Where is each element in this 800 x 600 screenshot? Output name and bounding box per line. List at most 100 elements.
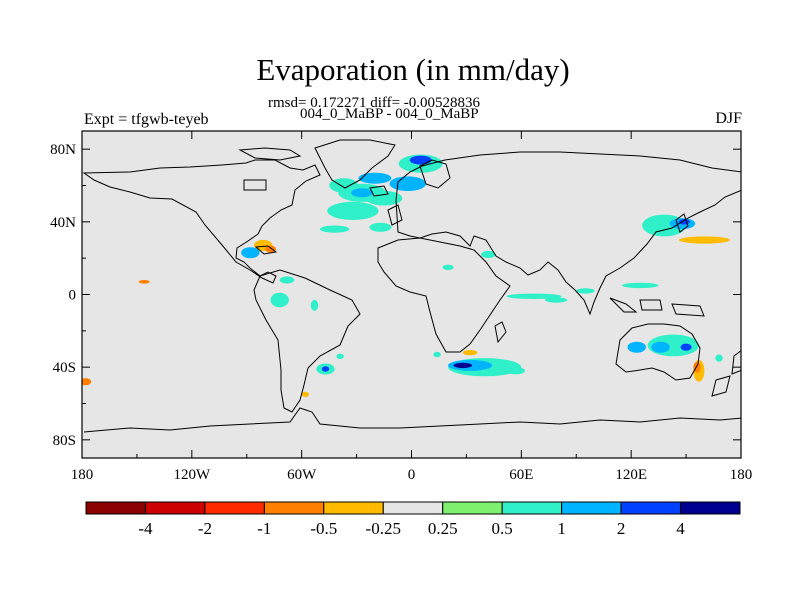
colorbar-swatch: [382, 501, 444, 515]
anomaly-region: [327, 201, 379, 220]
colorbar-label: -0.25: [366, 519, 401, 538]
anomaly-region: [506, 293, 562, 299]
anomaly-region: [622, 282, 659, 289]
experiment-label: Expt = tfgwb-teyeb: [84, 111, 209, 128]
anomaly-region: [310, 299, 319, 311]
anomaly-region: [506, 367, 525, 375]
colorbar-label: 4: [676, 519, 685, 538]
colorbar-label: 1: [557, 519, 566, 538]
anomaly-region: [545, 297, 568, 303]
colorbar-swatch: [442, 501, 503, 515]
coastline-british-isles: [387, 204, 403, 226]
coastline-madagascar: [494, 321, 507, 344]
anomaly-region: [576, 288, 595, 294]
anomaly-region: [389, 176, 427, 191]
anomaly-region: [82, 339, 137, 355]
coastline-eurasia: [395, 151, 741, 316]
season-label: DJF: [715, 110, 742, 127]
colorbar-label: -1: [257, 519, 271, 538]
coastline-indonesia-1: [609, 297, 638, 313]
coastline-new-zealand: [731, 350, 741, 375]
coastline-north-america: [82, 159, 321, 284]
colorbar-label: -2: [198, 519, 212, 538]
anomaly-region: [320, 225, 350, 233]
anomaly-region: [492, 348, 507, 354]
colorbar-swatch: [204, 501, 265, 515]
experiment-names: 004_0_MaBP - 004_0_MaBP: [300, 106, 479, 122]
colorbar-label: 0.25: [428, 519, 458, 538]
anomaly-region: [82, 282, 112, 289]
y-tick-label: 80S: [53, 433, 76, 449]
colorbar-label: -4: [138, 519, 153, 538]
coastline-hudson-bay: [243, 179, 267, 191]
anomaly-region: [369, 222, 392, 232]
anomaly-region: [693, 361, 701, 373]
anomaly-region: [321, 366, 330, 372]
anomaly-region: [358, 172, 392, 184]
y-tick-label: 80N: [50, 142, 76, 158]
x-tick-label: 60W: [287, 467, 317, 483]
anomaly-region: [138, 280, 150, 284]
colorbar-swatch: [680, 501, 741, 515]
coastline-indonesia-2: [639, 299, 663, 311]
anomaly-region: [715, 354, 723, 362]
anomaly-region: [680, 343, 692, 351]
anomaly-region: [409, 155, 432, 165]
colorbar-swatch: [501, 501, 563, 515]
coastline-antarctica: [83, 407, 741, 433]
axis-ticks: 180 120W 60W 0 60E 120E 180 80N 40N 0 40S 80S: [50, 131, 752, 483]
coastline-new-guinea: [671, 303, 705, 317]
coastline-cuba: [254, 245, 278, 255]
colorbar-swatch: [263, 501, 325, 515]
x-tick-label: 60E: [509, 467, 533, 483]
anomaly-region: [462, 349, 478, 356]
anomaly-region: [301, 391, 309, 398]
colorbar-swatch: [323, 501, 384, 515]
coastline-south-america: [253, 269, 361, 413]
coastline-new-zealand-south: [711, 375, 731, 397]
y-tick-label: 40S: [53, 360, 76, 376]
anomaly-region: [481, 250, 496, 259]
coastline-iceland: [369, 185, 389, 197]
x-tick-label: 0: [408, 467, 416, 483]
map-plot-area: 180 120W 60W 0 60E 120E 180 80N 40N 0 40S 80S: [50, 130, 752, 483]
anomaly-region: [730, 374, 741, 390]
coastline-greenland: [314, 139, 396, 189]
anomaly-region: [270, 292, 289, 308]
colorbar-swatch: [144, 501, 206, 515]
anomaly-region: [351, 188, 374, 198]
x-tick-label: 120W: [173, 467, 211, 483]
y-tick-label: 40N: [50, 215, 76, 231]
anomaly-region: [627, 341, 646, 353]
anomaly-region: [433, 351, 441, 358]
colorbar-label: 0.5: [492, 519, 513, 538]
x-tick-label: 180: [71, 467, 94, 483]
x-tick-label: 120E: [615, 467, 647, 483]
colorbar-label: 2: [617, 519, 626, 538]
colorbar: -4 -2 -1 -0.5 -0.25 0.25 0.5 1 2 4: [85, 501, 741, 538]
coastline-africa: [377, 237, 511, 353]
anomaly-region: [82, 378, 92, 386]
chart-subtitle: rmsd= 0.172271 diff= -0.00528836: [268, 95, 481, 111]
anomaly-region: [651, 341, 670, 353]
anomaly-region: [266, 234, 293, 250]
anomaly-region: [241, 247, 260, 259]
coastline-scandinavia: [419, 159, 451, 189]
colorbar-swatch: [561, 501, 622, 515]
x-tick-label: 180: [730, 467, 753, 483]
anomaly-region: [442, 264, 454, 270]
coastlines: [82, 139, 741, 433]
coastline-australia: [615, 323, 701, 381]
anomaly-region: [453, 362, 472, 369]
colorbar-label: -0.5: [310, 519, 337, 538]
chart-title: Evaporation (in mm/day): [256, 52, 570, 87]
anomaly-region: [336, 353, 344, 359]
coastline-japan: [675, 213, 689, 233]
anomaly-region: [265, 245, 276, 253]
anomaly-region: [279, 276, 295, 284]
colorbar-swatch: [620, 501, 682, 515]
colorbar-swatch: [85, 501, 146, 515]
anomaly-region: [678, 236, 731, 244]
anomaly-region: [627, 247, 665, 262]
